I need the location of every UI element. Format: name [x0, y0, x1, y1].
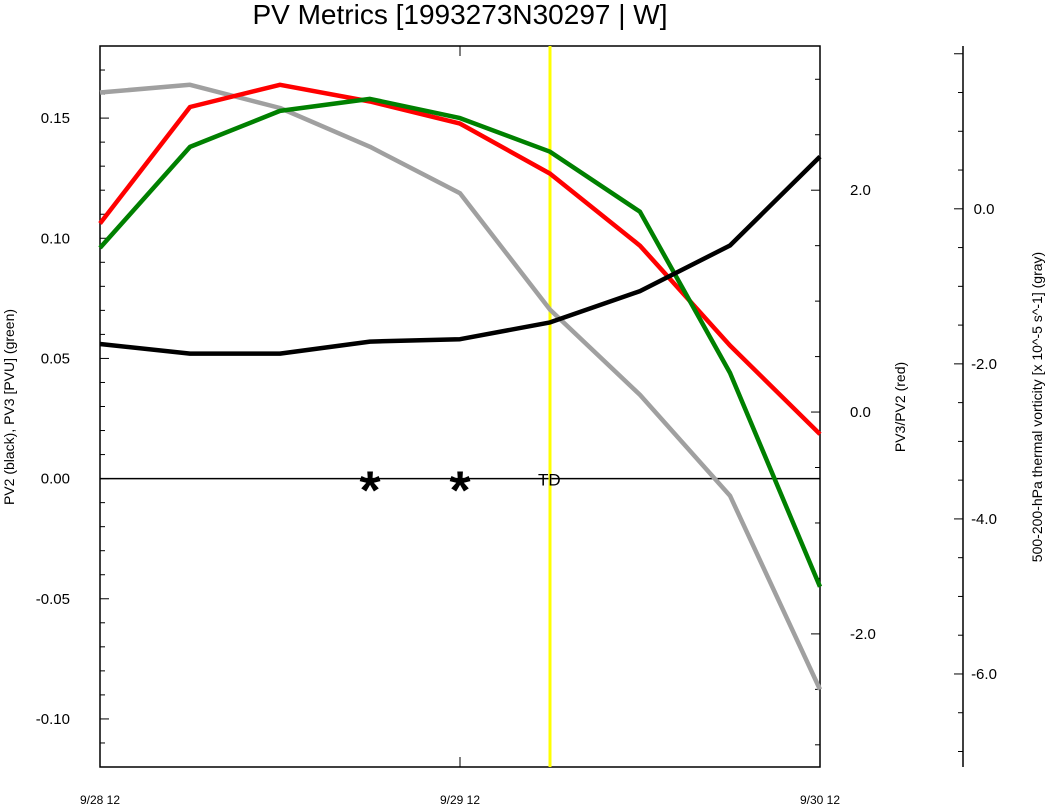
left-tick-label: 0.10	[41, 230, 70, 247]
series-line-500-200-hpa-thermal-vorticity	[99, 82, 823, 691]
series-line-pv3	[98, 96, 823, 588]
right-axis-2-label: 500-200-hPa thermal vorticity [x 10^-5 s…	[1029, 252, 1045, 562]
series-line-pv3-pv2	[98, 82, 822, 436]
right-axis-1-label: PV3/PV2 (red)	[892, 362, 908, 452]
right-2-tick-label: 0.0	[974, 201, 995, 218]
asterisk-marker: *	[449, 461, 470, 521]
series-layer	[98, 46, 823, 767]
asterisk-marker: *	[359, 461, 380, 521]
x-tick-label: 9/28 12	[80, 793, 120, 805]
right-1-tick-label: 2.0	[850, 182, 871, 199]
x-tick-label: 9/29 12	[440, 793, 480, 805]
axes-layer: 0.15 0.10 0.05 0.00 -0.05 -0.10 2.0 0.0 -2.0 0.0 -…	[36, 45, 997, 805]
left-tick-label: 0.05	[41, 350, 70, 367]
left-tick-label: -0.10	[36, 711, 70, 728]
td-annotation: TD	[538, 471, 561, 490]
plot-frame	[99, 45, 821, 768]
left-tick-label: 0.00	[41, 471, 70, 488]
right-2-tick-label: -6.0	[971, 666, 997, 683]
left-tick-label: -0.05	[36, 591, 70, 608]
right-2-tick-label: -4.0	[971, 511, 997, 528]
chart-title: PV Metrics [1993273N30297 | W]	[252, 0, 667, 30]
left-tick-label: 0.15	[41, 110, 70, 127]
annotation-layer: * * TD	[359, 461, 560, 521]
right-2-tick-label: -2.0	[971, 356, 997, 373]
series-line-pv2	[99, 154, 822, 356]
left-axis-label: PV2 (black), PV3 [PVU] (green)	[1, 309, 17, 505]
right-1-tick-label: 0.0	[850, 404, 871, 421]
right-1-tick-label: -2.0	[850, 626, 876, 643]
x-tick-label: 9/30 12	[800, 793, 840, 805]
